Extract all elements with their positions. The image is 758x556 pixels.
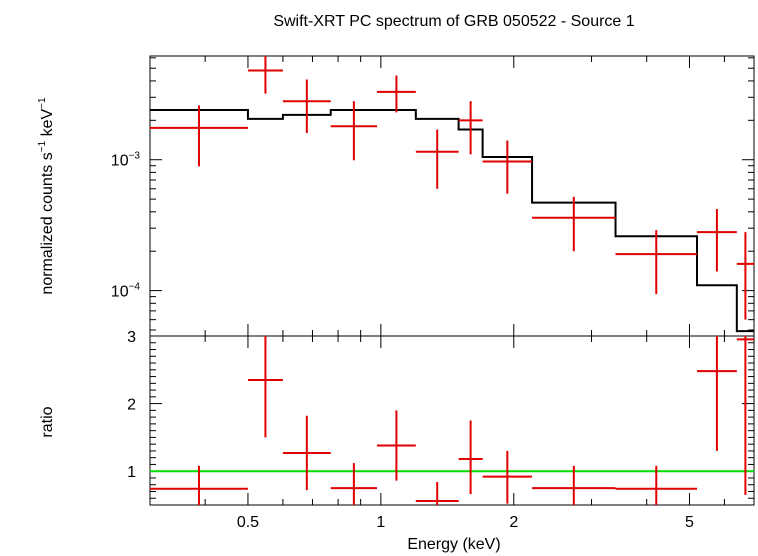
y-tick-label: 3 [127, 329, 136, 346]
y-tick-label: 10−4 [111, 282, 141, 301]
ratio-data-point [376, 410, 416, 481]
ylabel-part-4: −1 [37, 97, 48, 109]
y-tick-label: 1 [127, 464, 136, 481]
ratio-data-point [458, 420, 483, 495]
x-tick-label: 5 [685, 514, 694, 531]
ratio-data-point [697, 336, 737, 451]
spectrum-data-point [532, 196, 616, 252]
spectrum-data-point [458, 101, 483, 155]
spectrum-data-point [736, 232, 754, 320]
ratio-data-point [532, 465, 616, 505]
spectrum-data-point [615, 230, 698, 295]
spectrum-data-point [247, 56, 283, 94]
ylabel-part-1: normalized counts s [39, 152, 56, 294]
ratio-data-point [282, 415, 331, 491]
ylabel-part-3: keV [39, 109, 56, 141]
y-tick-label: 10−3 [111, 151, 141, 170]
ratio-panel: 0.5 1 2 5 1 2 3 [127, 329, 755, 531]
ratio-data-point [330, 463, 377, 505]
x-axis-label: Energy (keV) [407, 536, 500, 553]
ratio-frame [149, 335, 755, 506]
spectrum-data-point [282, 79, 331, 133]
x-tick-label: 2 [509, 514, 518, 531]
ratio-data-point [415, 482, 459, 505]
ratio-data-point [247, 336, 283, 438]
model-step-line [150, 108, 754, 333]
ratio-data-point [482, 450, 533, 504]
spectrum-data-point [330, 101, 377, 161]
spectrum-data-point [415, 129, 459, 189]
spectrum-data-point [150, 105, 248, 167]
spectrum-y-axis-label: normalized counts s−1 keV−1 [37, 97, 56, 295]
ratio-data-point [736, 336, 754, 495]
x-tick-label: 1 [376, 514, 385, 531]
spectrum-data-point [697, 209, 737, 272]
spectrum-data-point [376, 75, 416, 113]
ratio-data-point [150, 465, 248, 505]
ratio-y-axis-label: ratio [39, 406, 56, 437]
y-tick-label: 2 [127, 397, 136, 414]
ylabel-part-2: −1 [37, 140, 48, 152]
spectrum-data-point [482, 140, 533, 194]
ratio-data-point [615, 465, 698, 505]
chart-title: Swift-XRT PC spectrum of GRB 050522 - So… [273, 13, 634, 30]
x-tick-label: 0.5 [237, 514, 259, 531]
